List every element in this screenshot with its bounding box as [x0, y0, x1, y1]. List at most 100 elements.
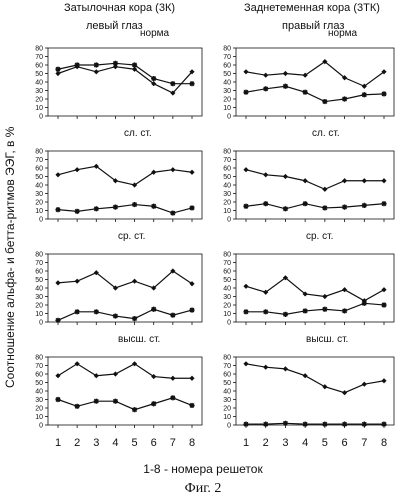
panel-2-1-y-tick-label: 60 — [35, 166, 43, 173]
panel-4-2-series-2-point — [361, 421, 367, 427]
panel-4-2-x-tick-label: 7 — [361, 437, 367, 449]
figure-caption: Фиг. 2 — [184, 481, 222, 496]
panel-4-2-x-tick-label: 2 — [263, 437, 269, 449]
x-axis-caption: 1-8 - номера решеток — [143, 462, 263, 476]
panel-4-1-series-2-point — [170, 395, 176, 401]
panel-4-2-series-1-line — [245, 363, 385, 394]
panel-3-2-series-2-line — [246, 302, 385, 315]
panel-4-1-y-tick-label: 10 — [35, 414, 43, 421]
panel-4-2-plot-frame — [235, 356, 395, 426]
panel-1-1-series-1-point — [151, 81, 157, 87]
panel-1-1-series-2-point — [151, 76, 157, 82]
panel-3-1-series-1-point — [93, 270, 99, 276]
panel-4-1-y-tick-label: 50 — [35, 380, 43, 387]
panel-2-1-series-1-point — [93, 163, 99, 169]
panel-4-1-y-tick-label: 40 — [35, 389, 43, 396]
panel-3-1-series-2-point — [189, 307, 195, 313]
panel-2-2-series-1-point — [243, 167, 249, 173]
panel-4-2-x-tick-label: 1 — [243, 437, 249, 449]
panel-2-2-series-1-point — [282, 173, 289, 180]
panel-2-1-series-2-point — [170, 210, 176, 216]
panel-1-1-series-2-point — [93, 62, 99, 68]
panel-4-1-series-1-point — [189, 375, 195, 381]
panel-2-2-series-1-point — [341, 178, 348, 184]
panel-3-2-y-tick-label: 70 — [223, 260, 231, 267]
panel-2-1-series-2-point — [189, 205, 195, 211]
panel-1-2-series-1-point — [282, 70, 289, 77]
panel-1-2-y-tick-label: 40 — [223, 80, 231, 87]
panel-1-2-y-tick-label: 70 — [223, 54, 231, 61]
panel-3-1-series-1-point — [189, 281, 195, 287]
panel-2-2-y-tick-label: 0 — [227, 217, 231, 224]
panel-1-1-series-1-point — [55, 70, 61, 77]
panel-3-2-series-2-point — [282, 311, 289, 317]
panel-3-1-y-tick-label: 50 — [35, 277, 43, 284]
panel-4-2-y-tick-label: 30 — [223, 397, 231, 404]
panel-4-2-series-2-point — [302, 421, 308, 427]
panel-3-1-series-2-point — [151, 306, 157, 312]
panel-2-1-y-tick-label: 10 — [35, 208, 43, 215]
panel-1-2-series-1-point — [302, 72, 308, 78]
panel-3-2-y-tick-label: 20 — [223, 303, 231, 310]
panel-4-1-series-2-point — [55, 396, 61, 403]
panel-4-1-y-tick-label: 0 — [39, 423, 43, 430]
panel-1-2-series-1-line — [245, 60, 385, 87]
panel-2-2-series-2-point — [263, 201, 269, 207]
panel-3-1-series-1-point — [170, 268, 176, 274]
panel-4-2-condition-label: высш. ст. — [306, 334, 348, 345]
panel-1-1-y-tick-label: 70 — [35, 54, 43, 61]
panel-4-1-x-tick-label: 1 — [55, 437, 61, 449]
panel-2-1-series-1-line — [57, 165, 193, 186]
panel-4-2-series-2-line — [246, 422, 384, 425]
panel-2-1-y-tick-label: 80 — [35, 149, 43, 156]
panel-2-1-y-tick-label: 50 — [35, 174, 43, 181]
panel-3-2-y-tick-label: 30 — [223, 294, 231, 301]
panel-1-1-series-1-point — [131, 66, 138, 72]
panel-3-2-y-tick-label: 10 — [223, 311, 231, 318]
panel-2-1-series-2-point — [74, 208, 80, 214]
panel-1-1-series-2-line — [57, 62, 192, 85]
panel-1-1-series-1-line — [57, 66, 193, 94]
panel-2-1-condition-label: сл. ст. — [124, 128, 152, 139]
panel-1-2-series-2-point — [322, 98, 328, 105]
panel-2-1-series-2-line — [57, 203, 193, 214]
panel-2-1-y-tick-label: 40 — [35, 183, 43, 190]
panel-1-2-y-tick-label: 20 — [223, 97, 231, 104]
panel-2-1-series-1-point — [170, 167, 176, 173]
panel-4-1-series-1-point — [55, 373, 61, 379]
panel-3-2-y-tick-label: 80 — [223, 252, 231, 259]
panel-3-2-condition-label: ср. ст. — [306, 231, 333, 242]
panel-3-1-series-2-point — [74, 309, 80, 315]
panel-1-1-series-2-point — [55, 66, 61, 72]
panel-4-1-y-tick-label: 70 — [35, 363, 43, 370]
panel-2-2-series-1-point — [381, 178, 387, 184]
panel-3-2-series-2-point — [381, 302, 387, 308]
panel-1-2-series-1-point — [263, 72, 269, 78]
panel-2-2-series-2-point — [381, 201, 387, 207]
panel-4-1-condition-label: высш. ст. — [118, 334, 160, 345]
panel-3-2-series-1-point — [322, 293, 328, 300]
panel-2-2-series-1-point — [263, 172, 269, 178]
panel-4-2-series-1-point — [322, 384, 328, 390]
panel-1-2-y-tick-label: 50 — [223, 71, 231, 78]
panel-3-1-series-2-point — [112, 313, 119, 319]
panel-4-1-y-tick-label: 20 — [35, 406, 43, 413]
panel-1-2-series-1-point — [361, 83, 367, 89]
panel-4-1-y-tick-label: 80 — [35, 355, 43, 362]
panel-4-1-series-1-point — [151, 373, 157, 380]
panel-2-1-y-tick-label: 30 — [35, 191, 43, 198]
panel-4-2-series-2-point — [263, 421, 269, 427]
panel-4-2-series-1-point — [361, 381, 367, 387]
panel-2-1-series-1-point — [74, 167, 80, 173]
panel-3-2-series-1-point — [243, 283, 249, 289]
panel-1-1-y-tick-label: 60 — [35, 63, 43, 70]
panel-2-1-y-tick-label: 0 — [39, 217, 43, 224]
panel-4-2-y-tick-label: 60 — [223, 372, 231, 379]
panel-1-2-y-tick-label: 0 — [227, 114, 231, 121]
panel-4-1-series-1-point — [74, 361, 80, 367]
panel-2-1-y-tick-label: 70 — [35, 157, 43, 164]
panel-3-1-series-1-point — [55, 280, 61, 286]
panel-4-2-series-2-point — [322, 421, 328, 427]
panel-1-1-series-2-point — [131, 62, 138, 68]
panel-2-2-series-1-point — [322, 186, 328, 192]
